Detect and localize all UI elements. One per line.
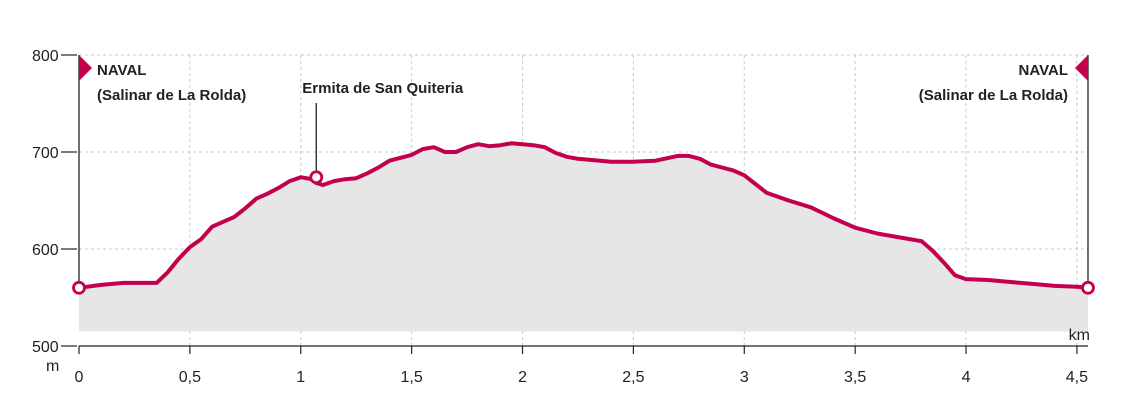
- annotation-labels: NAVAL (Salinar de La Rolda) Ermita de San …: [97, 62, 1068, 104]
- x-tick-label: 4,5: [1066, 369, 1088, 386]
- waypoint-label-name: NAVAL: [97, 62, 146, 79]
- x-tick-label: 1,5: [401, 369, 423, 386]
- y-tick-label: 800: [32, 48, 59, 65]
- y-tick-label: 600: [32, 242, 59, 259]
- waypoint-label-detail: (Salinar de La Rolda): [97, 87, 246, 104]
- waypoint-marker: [1081, 280, 1095, 295]
- y-axis-unit: m: [46, 358, 59, 375]
- elevation-profile-line: [77, 141, 1090, 290]
- flag-icon: [79, 55, 92, 81]
- y-axis-ticks: 500 600 700 800: [32, 48, 59, 356]
- y-tick-label: 500: [32, 339, 59, 356]
- axes: [61, 54, 1088, 354]
- x-tick-label: 4: [962, 369, 971, 386]
- waypoint-label-name: Ermita de San Quiteria: [302, 80, 464, 97]
- waypoint-marker: [72, 280, 86, 295]
- x-tick-label: 1: [296, 369, 305, 386]
- x-tick-label: 3: [740, 369, 749, 386]
- waypoint-marker: [309, 170, 324, 185]
- x-tick-label: 3,5: [844, 369, 866, 386]
- annotation-leader-lines: [78, 55, 1089, 288]
- x-tick-label: 0,5: [179, 369, 201, 386]
- x-axis-ticks: 0 0,5 1 1,5 2 2,5 3 3,5 4 4,5: [75, 369, 1089, 386]
- waypoint-label-detail: (Salinar de La Rolda): [919, 87, 1068, 104]
- elevation-area-fill: [79, 143, 1088, 332]
- waypoint-label-name: NAVAL: [1019, 62, 1068, 79]
- waypoint-markers: [72, 170, 1095, 295]
- x-axis-unit: km: [1069, 327, 1090, 344]
- x-tick-label: 0: [75, 369, 84, 386]
- x-tick-label: 2,5: [622, 369, 644, 386]
- x-tick-label: 2: [518, 369, 527, 386]
- y-tick-label: 700: [32, 145, 59, 162]
- flag-icon: [1075, 55, 1088, 81]
